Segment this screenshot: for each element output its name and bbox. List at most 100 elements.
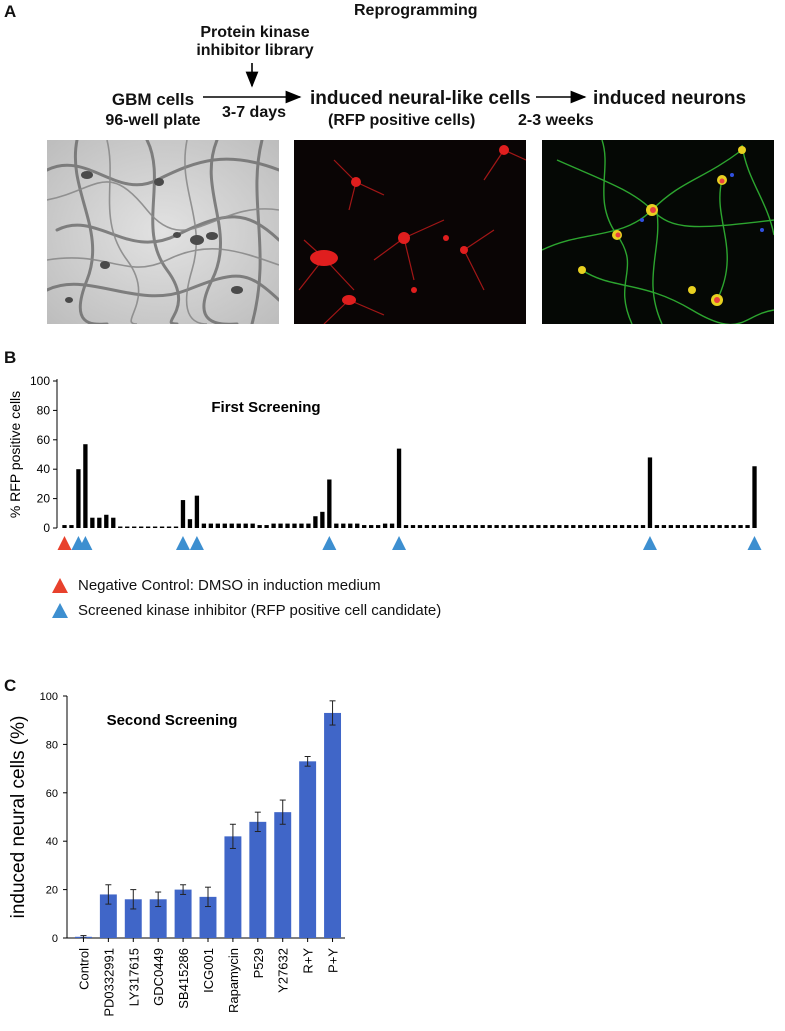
bar xyxy=(501,525,506,528)
y-tick-label: 60 xyxy=(46,788,58,800)
bar xyxy=(417,525,423,528)
bar xyxy=(194,495,200,528)
bar xyxy=(152,526,158,528)
x-tick-label: Control xyxy=(76,948,91,990)
y-tick-label: 80 xyxy=(37,403,51,417)
bar xyxy=(682,525,687,528)
bar xyxy=(324,712,342,938)
bar xyxy=(215,523,220,528)
y-tick-label: 100 xyxy=(40,691,58,703)
bar xyxy=(571,525,576,528)
bar xyxy=(438,525,444,528)
bar xyxy=(278,523,283,528)
bar xyxy=(633,525,639,528)
bar xyxy=(515,525,520,528)
x-tick-label: P529 xyxy=(251,948,266,978)
bar xyxy=(159,526,165,528)
bar xyxy=(445,525,450,528)
bar xyxy=(341,523,346,528)
start-label-line2: 96-well plate xyxy=(105,112,201,129)
bar xyxy=(229,523,234,528)
chart-title: Second Screening xyxy=(107,712,238,729)
x-tick-label: PD0332991 xyxy=(101,948,116,1017)
bar xyxy=(249,821,267,938)
library-label-line1: Protein kinase xyxy=(200,24,310,41)
bar xyxy=(529,525,534,528)
bar xyxy=(522,525,527,528)
panel-c-letter: C xyxy=(4,676,17,695)
bar xyxy=(487,525,492,528)
bar xyxy=(626,525,632,528)
x-tick-label: P+Y xyxy=(326,948,341,973)
x-tick-label: Rapamycin xyxy=(226,948,241,1013)
bar xyxy=(327,479,332,528)
step1-time: 3-7 days xyxy=(221,104,287,121)
rfp-fluorescence-micrograph xyxy=(294,140,526,324)
bar xyxy=(236,523,241,528)
bar xyxy=(174,889,192,938)
bar xyxy=(599,525,604,528)
bar xyxy=(375,525,381,528)
bar xyxy=(724,525,729,528)
bar xyxy=(285,523,290,528)
screened-inhibitor-marker xyxy=(322,536,337,550)
second-screening-chart: 0 20 40 60 80 100 induced neural cells (%) Seco… xyxy=(8,691,345,1017)
bar xyxy=(250,523,255,528)
bar xyxy=(640,525,646,528)
bar xyxy=(382,523,388,528)
screened-inhibitor-marker xyxy=(747,536,762,550)
bar xyxy=(355,523,360,528)
bar xyxy=(661,525,667,528)
bar xyxy=(452,525,457,528)
bar xyxy=(274,812,292,938)
bar xyxy=(299,523,304,528)
bar xyxy=(369,525,374,528)
x-tick-label: GDC0449 xyxy=(151,948,166,1006)
bar xyxy=(62,525,67,528)
bar xyxy=(201,523,207,528)
screened-inhibitor-marker xyxy=(189,536,204,550)
bar xyxy=(90,517,95,528)
bar xyxy=(717,525,722,528)
start-label-line1: GBM cells xyxy=(111,90,195,109)
bar xyxy=(494,525,499,528)
bar xyxy=(299,761,317,938)
bar xyxy=(550,525,555,528)
panel-a-title: Reprogramming xyxy=(354,2,478,19)
y-tick-label: 20 xyxy=(46,885,58,897)
legend-screened-label: Screened kinase inhibitor (RFP positive … xyxy=(78,602,442,619)
bar xyxy=(619,525,625,528)
bar xyxy=(362,525,367,528)
bar xyxy=(410,525,416,528)
bar xyxy=(710,525,715,528)
bar xyxy=(132,526,137,528)
start-label: GBM cells 96-well plate xyxy=(98,90,208,130)
bar xyxy=(149,899,167,938)
bar xyxy=(180,500,186,528)
panel-a-letter: A xyxy=(4,2,17,21)
y-tick-label: 100 xyxy=(30,374,50,388)
bar xyxy=(97,517,102,528)
bar xyxy=(536,525,541,528)
bar xyxy=(69,525,74,528)
library-label-line2: inhibitor library xyxy=(196,42,314,59)
bar xyxy=(348,523,353,528)
bar xyxy=(389,523,395,528)
y-axis-label: % RFP positive cells xyxy=(7,391,23,518)
bar xyxy=(222,523,227,528)
bar xyxy=(480,525,485,528)
step2-time: 2-3 weeks xyxy=(518,112,594,129)
x-tick-label: ICG001 xyxy=(201,948,216,993)
x-tick-label: Y27632 xyxy=(276,948,291,993)
library-label: Protein kinase inhibitor library xyxy=(180,24,330,60)
bar xyxy=(199,896,217,938)
bar xyxy=(689,525,694,528)
bar xyxy=(557,525,562,528)
bar xyxy=(431,525,437,528)
bar xyxy=(473,525,478,528)
red-triangle-icon xyxy=(52,578,68,593)
x-tick-label: R+Y xyxy=(301,948,316,974)
screened-inhibitor-marker xyxy=(78,536,93,550)
bar xyxy=(668,525,674,528)
bar xyxy=(543,525,548,528)
